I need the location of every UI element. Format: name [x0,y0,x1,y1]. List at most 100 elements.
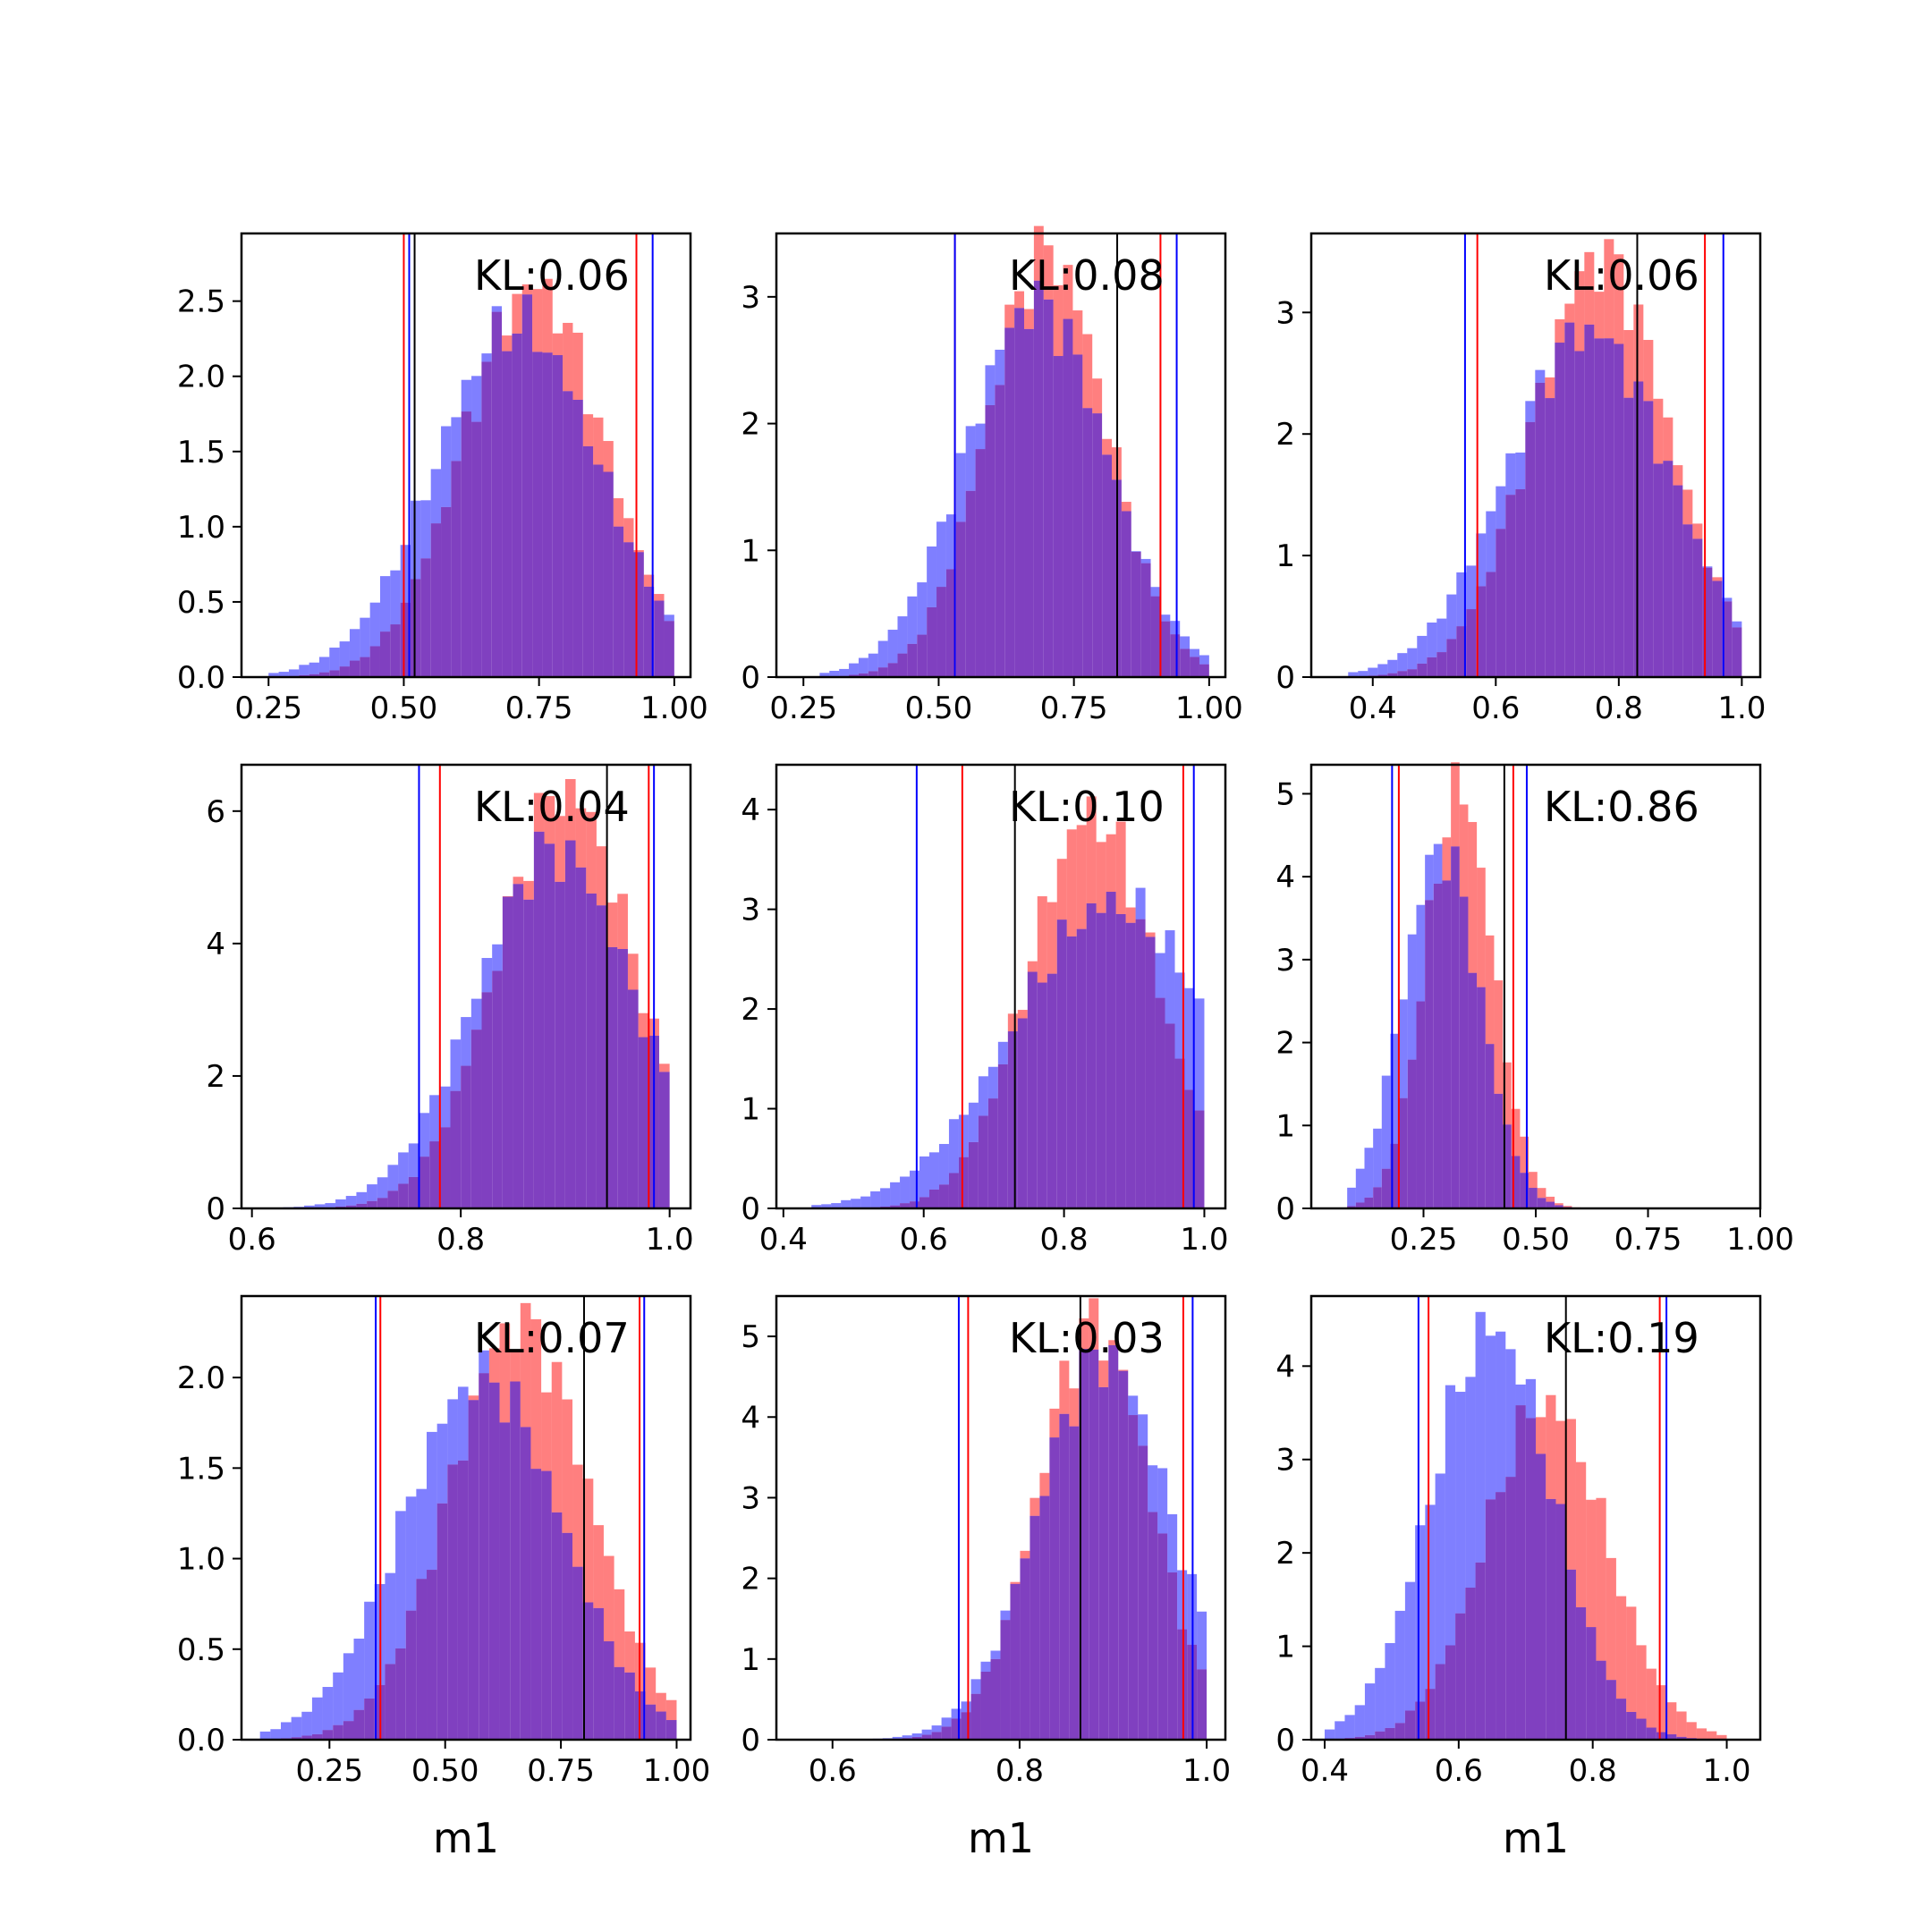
overlap-bar [1535,382,1546,677]
overlap-bar [1425,1689,1436,1740]
overlap-bar [491,311,503,677]
y-tick-label: 2 [1275,417,1295,453]
red-bar [1007,1013,1018,1032]
red-bar [1656,1685,1667,1733]
overlap-bar [512,333,522,677]
red-bar [1503,1062,1512,1125]
overlap-bar [542,352,553,677]
blue-bar [910,1170,920,1202]
overlap-bar [318,672,330,677]
blue-bar [1135,887,1146,919]
overlap-bar [1364,1734,1376,1740]
y-tick-label: 0 [1275,660,1295,696]
blue-bar [1476,533,1487,587]
red-bar [499,1323,511,1423]
y-tick-label: 2.0 [177,1360,225,1396]
x-tick-label: 0.8 [996,1753,1044,1789]
overlap-bar [322,1730,334,1740]
overlap-bar [1586,1627,1597,1740]
blue-bar [1324,1729,1335,1740]
overlap-bar [593,464,604,677]
overlap-bar [447,1464,458,1740]
red-bar [1459,804,1469,897]
red-bar [1712,577,1723,581]
overlap-bar [398,1183,409,1208]
y-tick-label: 1 [741,1642,760,1678]
red-bar [1004,304,1015,328]
red-bar [572,332,583,400]
overlap-bar [645,1704,657,1740]
overlap-bar [1092,413,1103,677]
blue-bar [851,1199,861,1208]
red-bar [1565,1419,1576,1570]
overlap-bar [1387,673,1398,677]
y-tick-label: 0 [741,1191,760,1227]
overlap-bar [521,294,533,677]
y-tick-label: 1.0 [177,1542,225,1578]
red-bar [1666,1702,1677,1734]
red-bar [468,1395,479,1401]
blue-bar [367,1184,377,1201]
blue-bar [301,1711,312,1736]
overlap-bar [586,893,597,1208]
red-bar [1096,842,1106,913]
overlap-bar [1020,1558,1030,1740]
overlap-bar [1456,626,1467,677]
x-tick-label: 1.0 [1702,1753,1750,1789]
overlap-bar [470,1030,482,1208]
overlap-bar [1364,1197,1374,1208]
subplot-row2-col1: 0.6 0.8 1.0 0 2 4 6 KL:0.04 [206,763,694,1258]
red-bar [1615,1596,1627,1699]
red-bar [603,1555,614,1641]
blue-bar [377,1177,388,1199]
red-bar [1066,829,1077,936]
overlap-bar [564,840,576,1208]
blue-bar [481,353,492,362]
x-tick-label: 0.75 [505,691,573,726]
y-tick-label: 0.5 [177,585,225,621]
overlap-bar [1000,1620,1011,1740]
blue-bar [314,1204,326,1208]
overlap-bar [890,1205,901,1208]
kl-annotation: KL:0.86 [1544,783,1699,831]
overlap-bar [520,1427,531,1740]
overlap-bar [1564,322,1575,677]
red-bar [1494,980,1504,1094]
overlap-bar [1515,1405,1526,1740]
y-tick-label: 2 [741,407,760,443]
x-tick-label: 0.50 [411,1753,479,1789]
overlap-bar [1347,1206,1356,1208]
red-bar [624,1631,635,1673]
red-bar [552,333,564,356]
overlap-bar [1525,421,1536,677]
blue-bar [461,379,472,412]
blue-bar [1387,659,1398,674]
overlap-bar [1417,663,1428,677]
overlap-bar [1138,1445,1148,1740]
blue-bar [936,521,946,588]
red-bar [1633,304,1644,382]
blue-bar [1436,618,1447,653]
overlap-bar [530,1469,542,1740]
overlap-bar [1399,1097,1408,1208]
blue-bar [1446,594,1457,640]
overlap-bar [654,600,665,677]
blue-bar [1702,566,1713,568]
overlap-bar [1199,664,1209,677]
overlap-bar [1072,354,1083,677]
x-axis-label: m1 [433,1814,499,1862]
x-tick-label: 0.6 [1435,1753,1483,1789]
blue-bar [364,1601,375,1699]
subplot-row1-col2: 0.25 0.50 0.75 1.00 0 1 2 3 KL:0.08 [741,225,1243,726]
overlap-bar [1390,1143,1400,1208]
overlap-bar [1477,987,1486,1208]
red-bar [633,550,644,553]
overlap-bar [1565,1569,1576,1740]
overlap-bar [1375,1731,1385,1740]
blue-bar [390,570,401,625]
blue-bar [1415,1525,1426,1702]
overlap-bar [582,1602,594,1740]
overlap-bar [1098,1386,1109,1740]
overlap-bar [1614,343,1624,677]
blue-bar [360,617,370,657]
